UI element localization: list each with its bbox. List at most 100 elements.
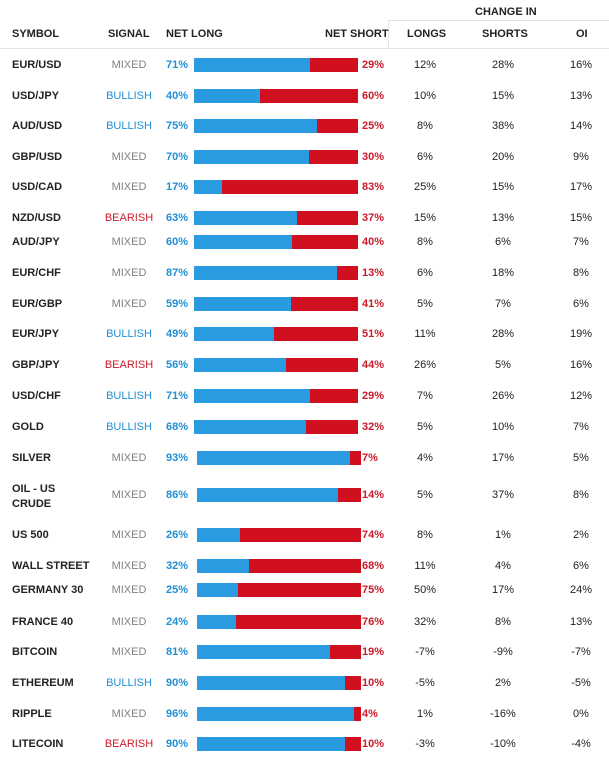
row-signal: MIXED bbox=[111, 616, 147, 628]
short-bar-segment bbox=[292, 235, 358, 249]
sentiment-bar bbox=[194, 297, 358, 311]
short-bar-segment bbox=[249, 559, 361, 573]
long-bar-segment bbox=[197, 615, 236, 629]
row-symbol[interactable]: USD/JPY bbox=[12, 90, 60, 102]
row-symbol[interactable]: OIL - US CRUDE bbox=[12, 483, 56, 510]
row-change-oi: 14% bbox=[569, 120, 593, 132]
row-symbol[interactable]: NZD/USD bbox=[12, 212, 61, 224]
sentiment-bar bbox=[197, 737, 361, 751]
row-symbol[interactable]: USD/CAD bbox=[12, 181, 63, 193]
row-net-short-percent: 83% bbox=[362, 181, 385, 193]
long-bar-segment bbox=[197, 559, 249, 573]
row-change-longs: -7% bbox=[415, 646, 435, 658]
row-net-short-percent: 14% bbox=[362, 489, 385, 501]
long-bar-segment bbox=[197, 645, 330, 659]
row-net-long-percent: 63% bbox=[166, 212, 189, 224]
row-change-shorts: 38% bbox=[491, 120, 515, 132]
row-symbol[interactable]: SILVER bbox=[12, 452, 51, 464]
row-net-long-percent: 87% bbox=[166, 267, 189, 279]
long-bar-segment bbox=[194, 266, 337, 280]
row-symbol[interactable]: AUD/USD bbox=[12, 120, 63, 132]
row-net-short-percent: 74% bbox=[362, 529, 385, 541]
row-symbol[interactable]: EUR/JPY bbox=[12, 328, 60, 340]
row-change-shorts: 18% bbox=[491, 267, 515, 279]
row-net-long-percent: 93% bbox=[166, 452, 189, 464]
sentiment-bar bbox=[194, 266, 358, 280]
row-signal: BULLISH bbox=[106, 390, 152, 402]
row-symbol[interactable]: LITECOIN bbox=[12, 738, 64, 750]
row-change-longs: 6% bbox=[417, 151, 433, 163]
row-net-long-percent: 56% bbox=[166, 359, 189, 371]
header-symbol[interactable]: SYMBOL bbox=[12, 28, 60, 40]
row-net-short-percent: 19% bbox=[362, 646, 385, 658]
sentiment-bar bbox=[194, 150, 358, 164]
row-signal: BULLISH bbox=[106, 421, 152, 433]
row-change-shorts: 5% bbox=[495, 359, 511, 371]
short-bar-segment bbox=[350, 451, 361, 465]
row-net-short-percent: 29% bbox=[362, 59, 385, 71]
row-change-longs: 5% bbox=[417, 298, 433, 310]
row-change-oi: 13% bbox=[569, 90, 593, 102]
row-change-longs: 50% bbox=[413, 584, 437, 596]
row-signal: MIXED bbox=[111, 529, 147, 541]
row-change-longs: 11% bbox=[414, 328, 436, 340]
row-change-longs: 8% bbox=[417, 529, 433, 541]
row-symbol[interactable]: AUD/JPY bbox=[12, 236, 60, 248]
row-net-long-percent: 26% bbox=[166, 529, 189, 541]
row-signal: BULLISH bbox=[106, 677, 152, 689]
row-symbol[interactable]: US 500 bbox=[12, 529, 49, 541]
sentiment-bar bbox=[197, 583, 361, 597]
short-bar-segment bbox=[330, 645, 361, 659]
row-symbol[interactable]: ETHEREUM bbox=[12, 677, 74, 689]
row-symbol[interactable]: EUR/CHF bbox=[12, 267, 61, 279]
header-net-long[interactable]: NET LONG bbox=[166, 28, 223, 40]
row-change-oi: 24% bbox=[569, 584, 593, 596]
row-symbol[interactable]: GERMANY 30 bbox=[12, 584, 84, 596]
row-change-shorts: 8% bbox=[495, 616, 511, 628]
short-bar-segment bbox=[240, 528, 361, 542]
short-bar-segment bbox=[297, 211, 358, 225]
row-change-oi: 0% bbox=[573, 708, 589, 720]
row-symbol[interactable]: EUR/GBP bbox=[12, 298, 63, 310]
row-net-short-percent: 10% bbox=[362, 677, 385, 689]
header-longs[interactable]: LONGS bbox=[407, 28, 447, 40]
row-signal: MIXED bbox=[111, 452, 147, 464]
short-bar-segment bbox=[222, 180, 358, 194]
header-signal[interactable]: SIGNAL bbox=[108, 28, 150, 40]
row-change-longs: 12% bbox=[413, 59, 437, 71]
header-oi[interactable]: OI bbox=[576, 28, 588, 40]
row-symbol[interactable]: GBP/JPY bbox=[12, 359, 60, 371]
row-change-shorts: 28% bbox=[491, 328, 515, 340]
header-net-short[interactable]: NET SHORT bbox=[325, 28, 389, 40]
row-net-short-percent: 25% bbox=[362, 120, 385, 132]
short-bar-segment bbox=[345, 737, 361, 751]
row-symbol[interactable]: GOLD bbox=[12, 421, 44, 433]
row-net-long-percent: 17% bbox=[166, 181, 189, 193]
row-change-shorts: 2% bbox=[495, 677, 511, 689]
row-symbol[interactable]: BITCOIN bbox=[12, 646, 58, 658]
row-change-oi: 16% bbox=[569, 59, 593, 71]
long-bar-segment bbox=[194, 89, 260, 103]
row-symbol[interactable]: FRANCE 40 bbox=[12, 616, 74, 628]
row-change-shorts: 15% bbox=[491, 181, 515, 193]
short-bar-segment bbox=[309, 150, 358, 164]
row-signal: MIXED bbox=[111, 267, 147, 279]
sentiment-bar bbox=[197, 676, 361, 690]
row-signal: MIXED bbox=[111, 236, 147, 248]
row-symbol[interactable]: USD/CHF bbox=[12, 390, 61, 402]
row-symbol[interactable]: RIPPLE bbox=[12, 708, 52, 720]
sentiment-bar bbox=[194, 119, 358, 133]
header-shorts[interactable]: SHORTS bbox=[482, 28, 528, 40]
row-net-short-percent: 68% bbox=[362, 560, 385, 572]
long-bar-segment bbox=[197, 737, 345, 751]
row-symbol[interactable]: GBP/USD bbox=[12, 151, 63, 163]
sentiment-bar bbox=[197, 488, 361, 502]
header-change-in: CHANGE IN bbox=[475, 6, 537, 18]
row-symbol[interactable]: WALL STREET bbox=[12, 560, 90, 572]
header-divider-vertical bbox=[388, 20, 389, 48]
row-net-short-percent: 51% bbox=[362, 328, 385, 340]
short-bar-segment bbox=[354, 707, 361, 721]
row-change-shorts: -10% bbox=[490, 738, 516, 750]
row-symbol[interactable]: EUR/USD bbox=[12, 59, 62, 71]
sentiment-bar bbox=[197, 615, 361, 629]
